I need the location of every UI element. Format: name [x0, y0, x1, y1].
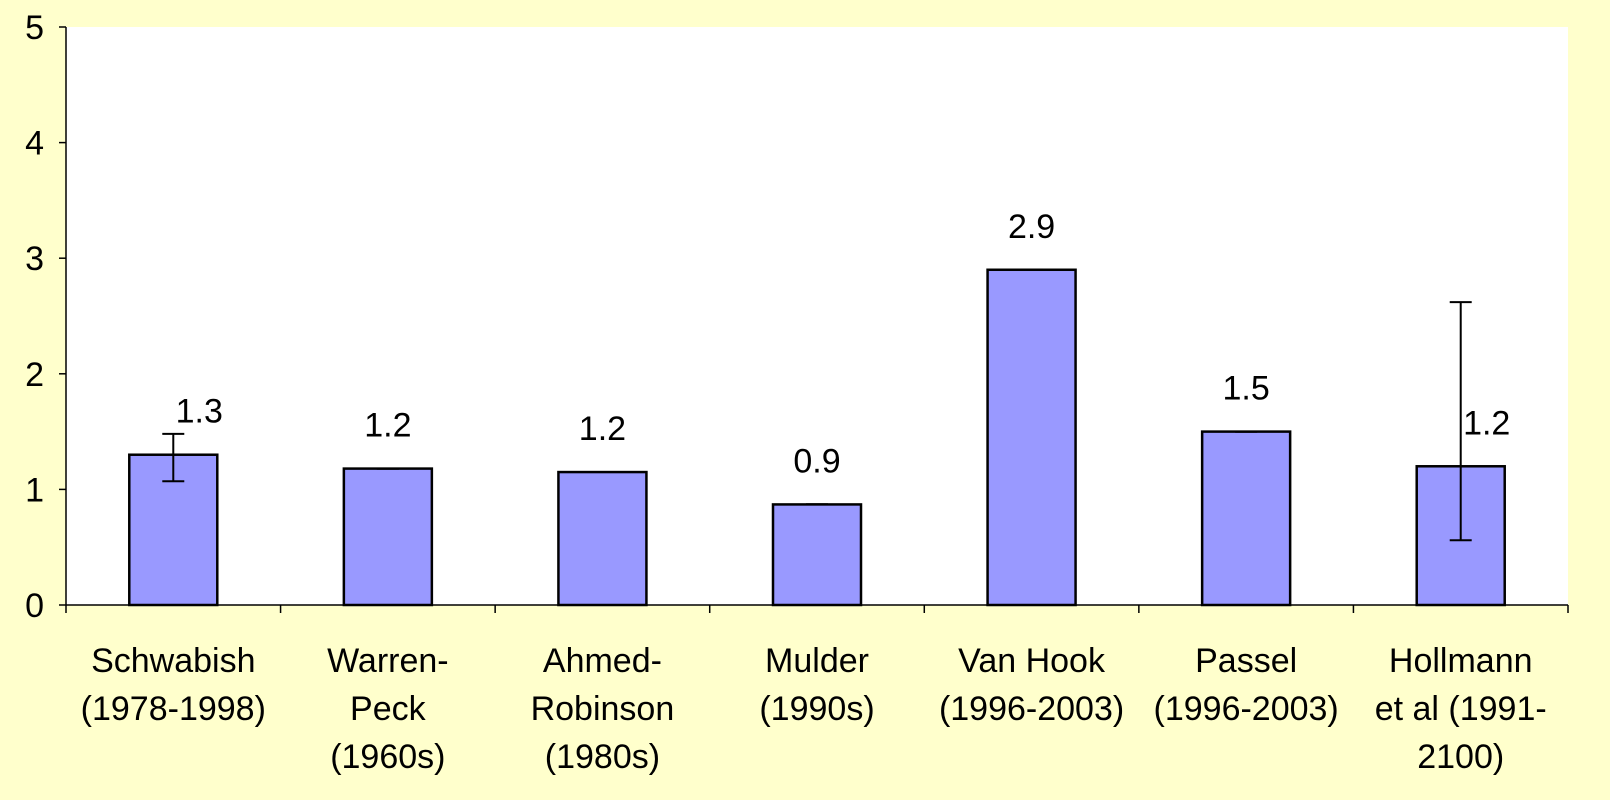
value-label: 1.2: [1463, 404, 1510, 442]
x-tick-label-line: Warren-: [327, 642, 449, 680]
bar: [986, 268, 1077, 607]
x-tick-label-line: et al (1991-: [1375, 690, 1547, 728]
x-tick-label-line: (1960s): [330, 738, 445, 776]
bar: [557, 470, 648, 607]
y-tick-label: 5: [25, 9, 44, 47]
x-tick-label-line: Schwabish: [91, 642, 255, 680]
x-tick-label-line: (1990s): [759, 690, 874, 728]
x-tick-label: Passel (1996-2003): [1154, 642, 1339, 728]
x-tick-label: Mulder (1990s): [759, 642, 874, 728]
value-label: 1.2: [579, 410, 626, 448]
value-label: 1.2: [364, 407, 411, 445]
x-tick-label-line: (1996-2003): [939, 690, 1124, 728]
y-tick-label: 3: [25, 240, 44, 278]
x-tick-label: Schwabish (1978-1998): [81, 642, 266, 728]
value-label: 1.5: [1223, 370, 1270, 408]
bar: [771, 503, 863, 607]
y-tick-label: 4: [25, 125, 44, 163]
value-label: 0.9: [793, 442, 840, 480]
x-tick-label-line: Peck: [350, 690, 427, 728]
value-label: 2.9: [1008, 208, 1055, 246]
x-tick-label: Ahmed- Robinson (1980s): [531, 642, 675, 776]
x-tick-label-line: Robinson: [531, 690, 675, 728]
x-tick-label-line: (1978-1998): [81, 690, 266, 728]
y-tick-label: 1: [25, 471, 44, 509]
x-tick-label-line: 2100): [1417, 738, 1504, 776]
y-tick-label: 2: [25, 356, 44, 394]
x-tick-label-line: Hollmann: [1389, 642, 1533, 680]
value-label: 1.3: [176, 393, 223, 431]
x-tick-label-line: Van Hook: [958, 642, 1106, 680]
y-tick-label: 0: [25, 587, 44, 625]
x-tick-label: Warren- Peck (1960s): [327, 642, 449, 776]
x-tick-label-line: Ahmed-: [543, 642, 662, 680]
x-tick-label: Hollmann et al (1991- 2100): [1375, 642, 1547, 776]
x-tick-label-line: (1980s): [545, 738, 660, 776]
bar: [342, 467, 434, 607]
bar: [1200, 430, 1292, 607]
x-tick-label-line: Mulder: [765, 642, 869, 680]
x-tick-label-line: (1996-2003): [1154, 690, 1339, 728]
x-tick-label: Van Hook (1996-2003): [939, 642, 1124, 728]
x-tick-label-line: Passel: [1195, 642, 1297, 680]
